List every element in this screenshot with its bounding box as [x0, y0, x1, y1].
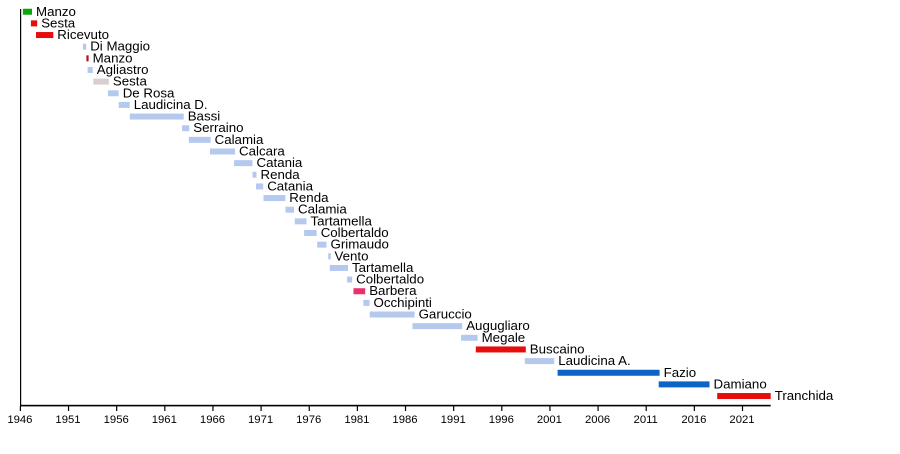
svg-text:1991: 1991 [441, 414, 466, 426]
svg-text:Garuccio: Garuccio [419, 307, 472, 322]
svg-text:1946: 1946 [7, 414, 32, 426]
svg-text:1996: 1996 [489, 414, 514, 426]
svg-text:Renda: Renda [289, 190, 329, 205]
svg-text:1956: 1956 [104, 414, 129, 426]
svg-text:Tranchida: Tranchida [775, 388, 834, 403]
svg-text:Tartamella: Tartamella [352, 260, 414, 275]
svg-text:Agliastro: Agliastro [97, 62, 149, 77]
svg-text:Calamia: Calamia [215, 132, 264, 147]
svg-text:Catania: Catania [267, 178, 313, 193]
svg-text:Laudicina A.: Laudicina A. [558, 353, 630, 368]
svg-text:Buscaino: Buscaino [530, 341, 585, 356]
svg-text:Sesta: Sesta [113, 74, 148, 89]
svg-text:Ricevuto: Ricevuto [57, 27, 109, 42]
svg-text:Calcara: Calcara [239, 143, 285, 158]
svg-text:1966: 1966 [200, 414, 225, 426]
svg-text:2021: 2021 [729, 414, 754, 426]
svg-text:Colbertaldo: Colbertaldo [356, 272, 424, 287]
svg-text:Augugliaro: Augugliaro [466, 318, 530, 333]
svg-text:Fazio: Fazio [664, 365, 697, 380]
svg-text:1986: 1986 [392, 414, 417, 426]
svg-text:Sesta: Sesta [41, 15, 76, 30]
svg-text:Laudicina D.: Laudicina D. [134, 97, 208, 112]
svg-text:2001: 2001 [537, 414, 562, 426]
svg-text:Vento: Vento [335, 248, 369, 263]
svg-text:De Rosa: De Rosa [123, 85, 175, 100]
svg-text:Di Maggio: Di Maggio [90, 39, 150, 54]
svg-text:1981: 1981 [344, 414, 369, 426]
svg-text:Bassi: Bassi [188, 109, 221, 124]
svg-text:2016: 2016 [681, 414, 706, 426]
svg-text:1976: 1976 [296, 414, 321, 426]
svg-text:Megale: Megale [482, 330, 526, 345]
svg-text:Catania: Catania [257, 155, 303, 170]
svg-text:Grimaudo: Grimaudo [331, 237, 389, 252]
svg-text:Manzo: Manzo [93, 50, 133, 65]
svg-text:Serraino: Serraino [193, 120, 243, 135]
svg-text:Renda: Renda [261, 167, 301, 182]
svg-text:1971: 1971 [248, 414, 273, 426]
svg-text:Tartamella: Tartamella [311, 213, 373, 228]
svg-text:Damiano: Damiano [714, 376, 767, 391]
svg-text:2006: 2006 [585, 414, 610, 426]
svg-text:Occhipinti: Occhipinti [374, 295, 432, 310]
svg-text:Manzo: Manzo [36, 4, 76, 19]
svg-text:2011: 2011 [634, 414, 658, 426]
svg-text:Colbertaldo: Colbertaldo [321, 225, 389, 240]
svg-text:Calamia: Calamia [298, 202, 347, 217]
svg-text:1951: 1951 [55, 414, 80, 426]
svg-text:1961: 1961 [152, 414, 177, 426]
svg-text:Barbera: Barbera [369, 283, 417, 298]
